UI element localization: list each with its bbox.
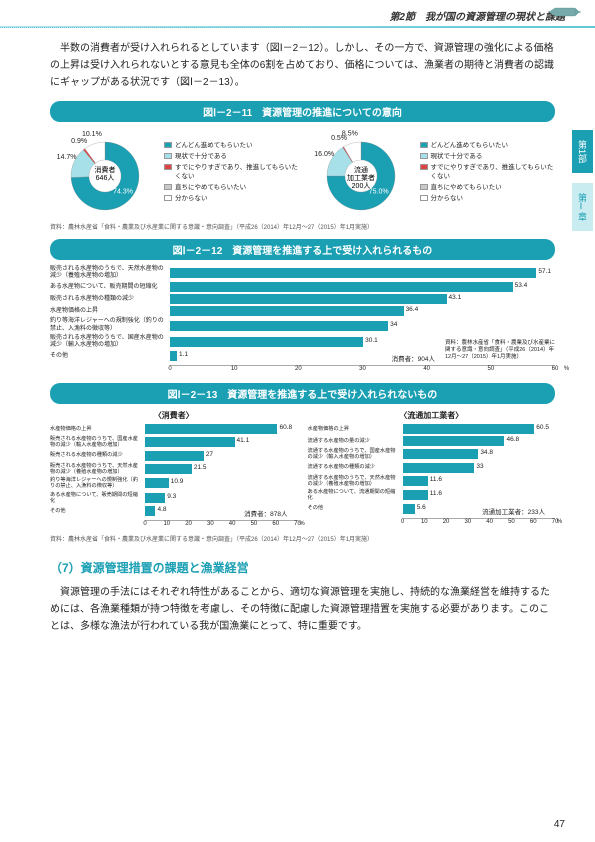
svg-text:14.7%: 14.7% (57, 154, 77, 161)
pie-consumer: 74.3% 14.7% 0.9%10.1% 消費者646人 (50, 128, 160, 218)
svg-text:16.0%: 16.0% (314, 151, 334, 158)
svg-text:10.1%: 10.1% (82, 131, 102, 138)
fig11-source: 資料：農林水産省「食料・農業及び水産業に関する意識・意向調査」（平成26（201… (50, 222, 555, 231)
svg-text:流通: 流通 (354, 165, 368, 174)
svg-text:消費者: 消費者 (95, 165, 116, 174)
svg-text:200人: 200人 (351, 182, 370, 190)
fig13-right-title: 〈流通加工業者〉 (308, 410, 556, 421)
section7-para: 資源管理の手法にはそれぞれ特性があることから、適切な資源管理を実施し、持続的な漁… (50, 584, 555, 635)
page-header: 第2節 我が国の資源管理の現状と課題 (0, 0, 595, 26)
fig13-right-chart: 水産物価格の上昇60.5流通する水産物の量の減少46.8流通する水産物のうちで、… (308, 424, 556, 527)
fig12-title: 図Ⅰ－2－12 資源管理を推進する上で受け入れられるもの (50, 239, 555, 260)
fig13-source: 資料：農林水産省「食料・農業及び水産業に関する意識・意向調査」（平成26（201… (50, 534, 555, 543)
intro-para: 半数の消費者が受け入れられるとしています（図Ⅰ－2－12）。しかし、その一方で、… (50, 40, 555, 91)
main-content: 半数の消費者が受け入れられるとしています（図Ⅰ－2－12）。しかし、その一方で、… (0, 40, 595, 635)
side-tabs: 第1部 第Ⅰ章 (572, 130, 593, 231)
fig13-title: 図Ⅰ－2－13 資源管理を推進する上で受け入れられないもの (50, 383, 555, 404)
fish-icon (547, 6, 583, 18)
svg-text:75.0%: 75.0% (368, 189, 388, 196)
section7-head: （7）資源管理措置の課題と漁業経営 (50, 559, 555, 576)
tab-chapter1: 第Ⅰ章 (572, 183, 593, 231)
legend-processor: どんどん進めてもらいたい現状で十分であるすでにやりすぎであり、推進してもらいたく… (420, 141, 556, 206)
svg-text:加工業者: 加工業者 (347, 173, 375, 182)
pie-processor: 75.0%16.0%0.5%8.5%流通加工業者200人 (306, 128, 416, 218)
svg-text:0.9%: 0.9% (71, 138, 87, 145)
header-rule (0, 26, 595, 28)
fig11-pies: 74.3% 14.7% 0.9%10.1% 消費者646人 どんどん進めてもらいたい現… (50, 128, 555, 218)
svg-text:74.3%: 74.3% (113, 188, 133, 195)
tab-part1: 第1部 (572, 130, 593, 173)
svg-text:8.5%: 8.5% (341, 130, 357, 137)
fig13-left-chart: 水産物価格の上昇60.8販売される水産物のうちで、国産水産物の減少（輸入水産物の… (50, 424, 298, 530)
page-number: 47 (554, 819, 565, 830)
svg-text:646人: 646人 (96, 174, 115, 182)
fig13-left-title: 〈消費者〉 (50, 410, 298, 421)
fig12-chart: 資料：農林水産省「食料・農業及び水産業に関する意識・意向調査」（平成26（201… (50, 266, 555, 375)
fig11-title: 図Ⅰ－2－11 資源管理の推進についての意向 (50, 101, 555, 122)
legend-consumer: どんどん進めてもらいたい現状で十分であるすでにやりすぎであり、推進してもらいたく… (164, 141, 300, 206)
fig13-charts: 〈消費者〉 水産物価格の上昇60.8販売される水産物のうちで、国産水産物の減少（… (50, 410, 555, 530)
